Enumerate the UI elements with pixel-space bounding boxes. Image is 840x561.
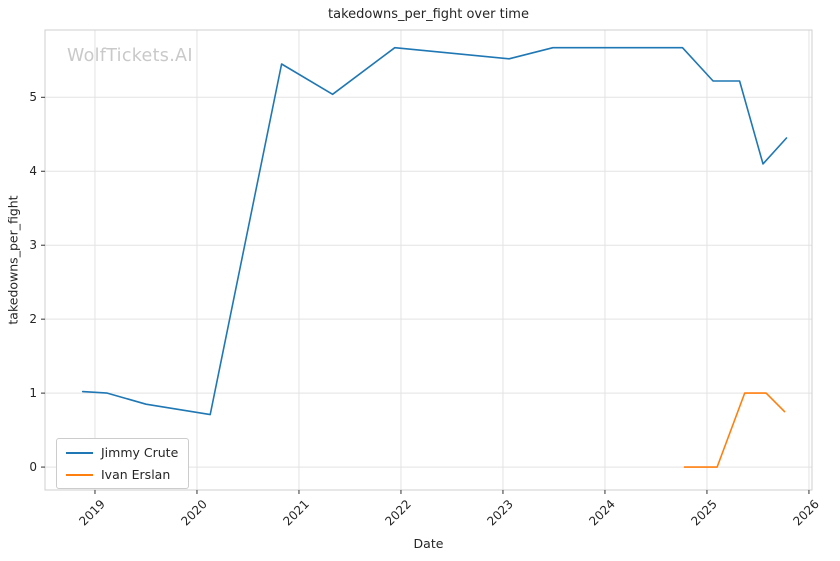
legend-swatch-jimmy-crute xyxy=(66,451,93,454)
legend-item-ivan-erslan: Ivan Erslan xyxy=(66,467,178,482)
y-tick-label: 1 xyxy=(29,386,37,401)
legend: Jimmy Crute Ivan Erslan xyxy=(56,438,190,489)
y-tick-label: 3 xyxy=(29,238,37,253)
y-tick-label: 5 xyxy=(29,90,37,105)
legend-label: Jimmy Crute xyxy=(101,445,179,460)
y-tick-label: 0 xyxy=(29,460,37,475)
plot-border xyxy=(44,29,813,491)
series-line-jimmy-crute xyxy=(81,46,788,416)
legend-label: Ivan Erslan xyxy=(101,467,171,482)
watermark: WolfTickets.AI xyxy=(67,46,193,66)
y-tick-label: 2 xyxy=(29,312,37,327)
y-tick-label: 4 xyxy=(29,164,37,179)
x-axis-label: Date xyxy=(413,536,444,551)
legend-item-jimmy-crute: Jimmy Crute xyxy=(66,445,178,460)
chart-title: takedowns_per_fight over time xyxy=(328,7,529,22)
series-line-ivan-erslan xyxy=(683,392,786,468)
legend-swatch-ivan-erslan xyxy=(66,473,93,476)
